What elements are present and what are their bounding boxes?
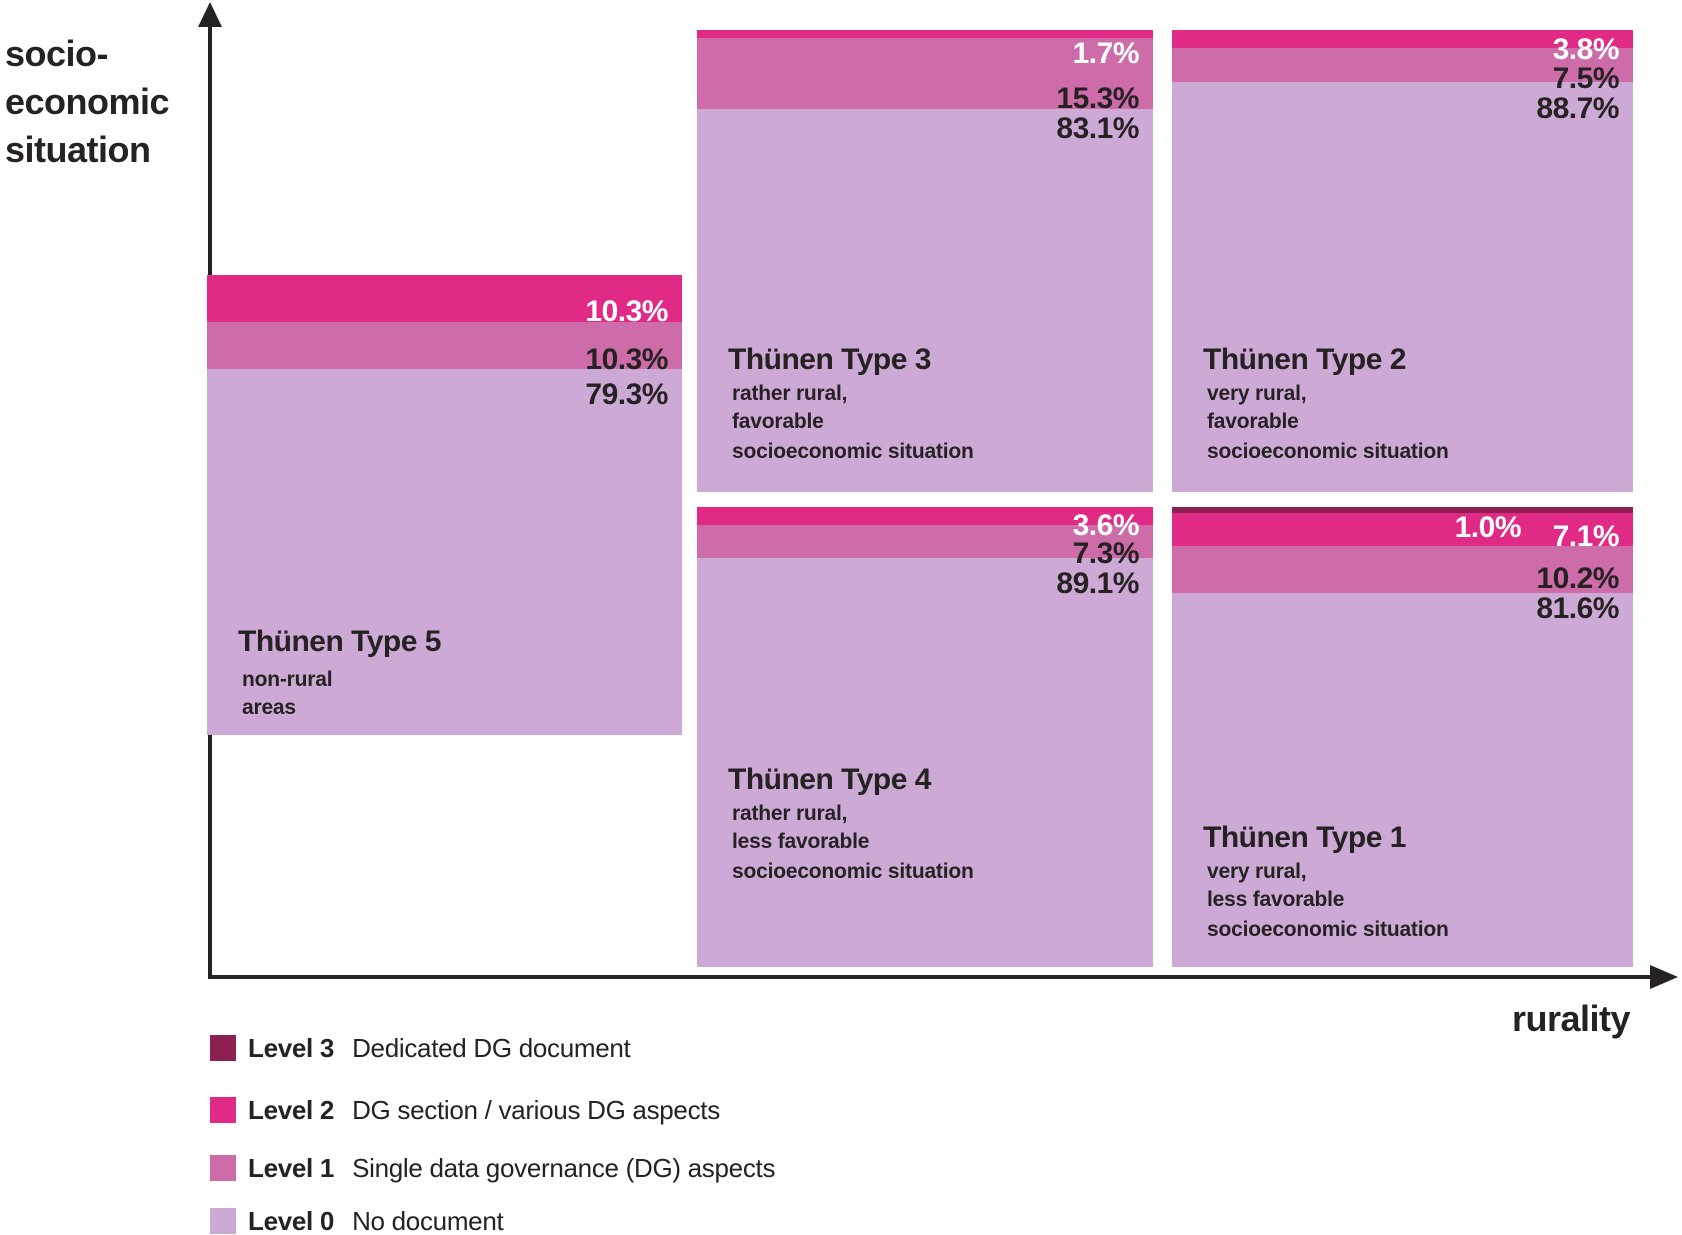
level2-value: 3.6%: [1072, 509, 1140, 542]
box-title: Thünen Type 3: [728, 343, 931, 376]
box-subtitle-line: very rural,: [1207, 382, 1307, 405]
level0-value: 89.1%: [1056, 567, 1139, 600]
level2-segment: [697, 507, 1153, 525]
box-subtitle-line: non-rural: [242, 668, 333, 691]
box-subtitle-line: socioeconomic situation: [1207, 918, 1449, 941]
legend-description: Single data governance (DG) aspects: [352, 1152, 776, 1183]
legend-level-label: Level 1: [248, 1152, 335, 1183]
thunen-type-3-box: 1.7% 15.3% 83.1% Thünen Type 3 rather ru…: [697, 30, 1153, 492]
box-subtitle-line: favorable: [1207, 410, 1299, 433]
box-subtitle-line: socioeconomic situation: [732, 440, 974, 463]
level2-segment: [207, 275, 682, 322]
level0-swatch-icon: [210, 1208, 236, 1234]
box-title: Thünen Type 4: [728, 763, 931, 796]
legend-item-level3: Level 3 Dedicated DG document: [210, 1032, 631, 1063]
level2-value: 10.3%: [585, 295, 668, 328]
level1-segment: [1172, 48, 1633, 82]
y-axis-label-line: socio-: [5, 33, 109, 74]
y-axis-arrow-icon: [198, 2, 222, 27]
legend-item-level1: Level 1 Single data governance (DG) aspe…: [210, 1152, 776, 1183]
box-subtitle-line: less favorable: [1207, 888, 1345, 911]
x-axis-arrow-icon: [1650, 965, 1678, 989]
level1-swatch-icon: [210, 1155, 236, 1181]
thunen-type-4-box: 3.6% 7.3% 89.1% Thünen Type 4 rather rur…: [697, 507, 1153, 967]
level0-segment: [697, 558, 1153, 967]
thunen-type-2-box: 3.8% 7.5% 88.7% Thünen Type 2 very rural…: [1172, 30, 1633, 492]
level0-value: 88.7%: [1536, 92, 1619, 125]
box-subtitle-line: less favorable: [732, 830, 870, 853]
legend-description: No document: [352, 1205, 504, 1235]
level2-segment: [1172, 30, 1633, 48]
level2-value: 3.8%: [1552, 33, 1620, 66]
level2-value: 1.7%: [1072, 37, 1140, 70]
thunen-type-1-box: 1.0% 7.1% 10.2% 81.6% Thünen Type 1 very…: [1172, 507, 1633, 967]
level1-segment: [207, 322, 682, 369]
box-subtitle-line: rather rural,: [732, 802, 848, 825]
legend-level-label: Level 2: [248, 1094, 335, 1125]
level3-swatch-icon: [210, 1035, 236, 1061]
box-subtitle-line: favorable: [732, 410, 824, 433]
level1-value: 15.3%: [1056, 82, 1139, 115]
level0-segment: [697, 109, 1153, 492]
level3-value: 1.0%: [1454, 511, 1522, 544]
x-axis-label: rurality: [1511, 998, 1631, 1039]
level0-segment: [1172, 82, 1633, 492]
level1-value: 7.5%: [1552, 62, 1620, 95]
level0-value: 81.6%: [1536, 592, 1619, 625]
level2-segment: [1172, 513, 1633, 546]
box-title: Thünen Type 2: [1203, 343, 1406, 376]
level1-segment: [697, 525, 1153, 558]
level1-value: 7.3%: [1072, 537, 1140, 570]
level1-segment: [697, 38, 1153, 109]
legend-level-label: Level 0: [248, 1205, 335, 1235]
y-axis-label-line: situation: [5, 129, 151, 170]
level1-value: 10.2%: [1536, 562, 1619, 595]
level2-segment: [697, 30, 1153, 38]
box-subtitle-line: socioeconomic situation: [732, 860, 974, 883]
level0-value: 83.1%: [1056, 112, 1139, 145]
level0-value: 79.3%: [585, 378, 668, 411]
box-subtitle-line: socioeconomic situation: [1207, 440, 1449, 463]
level0-segment: [1172, 593, 1633, 967]
level2-swatch-icon: [210, 1097, 236, 1123]
legend-level-label: Level 3: [248, 1032, 335, 1063]
thunen-type-5-box: 10.3% 10.3% 79.3% Thünen Type 5 non-rura…: [207, 275, 682, 735]
level0-segment: [207, 369, 682, 735]
x-axis-line: [208, 975, 1652, 979]
level2-value: 7.1%: [1552, 520, 1620, 553]
box-subtitle-line: areas: [242, 696, 296, 719]
legend-description: Dedicated DG document: [352, 1032, 631, 1063]
y-axis-label: socio- economic situation: [5, 30, 170, 174]
box-title: Thünen Type 5: [238, 625, 441, 658]
y-axis-label-line: economic: [5, 81, 170, 122]
box-subtitle-line: rather rural,: [732, 382, 848, 405]
box-subtitle-line: very rural,: [1207, 860, 1307, 883]
level1-segment: [1172, 546, 1633, 593]
box-title: Thünen Type 1: [1203, 821, 1406, 854]
level1-value: 10.3%: [585, 343, 668, 376]
level3-segment: [1172, 507, 1633, 513]
legend-description: DG section / various DG aspects: [352, 1094, 720, 1125]
legend-item-level2: Level 2 DG section / various DG aspects: [210, 1094, 720, 1125]
legend-item-level0: Level 0 No document: [210, 1205, 504, 1235]
